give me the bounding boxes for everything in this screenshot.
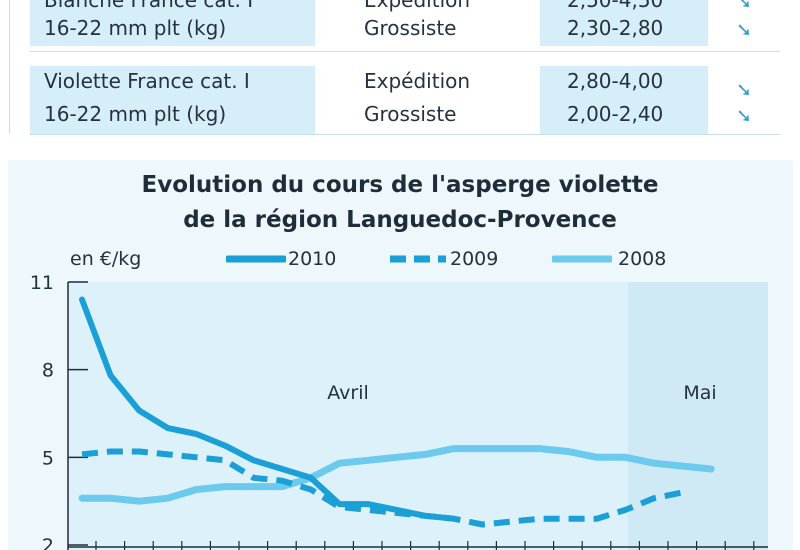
price-range: 2,30-2,80 xyxy=(567,16,664,40)
legend-swatch-2009 xyxy=(390,255,446,263)
price-range: 2,80-4,00 xyxy=(567,69,664,93)
trend-down-icon: ➘ xyxy=(736,0,752,13)
table-row: Blanche France cat. I 16-22 mm plt (kg) … xyxy=(30,0,780,46)
y-tick-label: 11 xyxy=(30,272,54,294)
legend-label-2010: 2010 xyxy=(288,248,337,270)
series-line-2010 xyxy=(79,296,457,522)
price-table: Blanche France cat. I 16-22 mm plt (kg) … xyxy=(0,0,800,140)
chart-title: Evolution du cours de l'asperge violette xyxy=(141,172,659,198)
product-name: Blanche France cat. I xyxy=(44,0,254,12)
chart-subtitle: de la région Languedoc-Provence xyxy=(183,207,617,233)
legend-swatch-2010 xyxy=(226,255,286,263)
price-cell xyxy=(540,0,708,46)
may-region xyxy=(628,282,768,550)
stage-label: Expédition xyxy=(364,0,471,12)
product-cell xyxy=(30,66,315,134)
stage-label: Expédition xyxy=(364,69,471,93)
series-line-2008 xyxy=(78,445,715,505)
price-range: 2,00-2,40 xyxy=(567,102,664,126)
trend-down-icon: ➘ xyxy=(736,79,752,101)
y-tick-label: 2 xyxy=(42,535,54,550)
y-tick-label: 8 xyxy=(42,360,54,382)
period-label-april: Avril xyxy=(327,382,369,404)
stage-label: Grossiste xyxy=(364,102,457,126)
legend-swatch-2008 xyxy=(552,255,612,263)
product-cell xyxy=(30,0,315,46)
product-size: 16-22 mm plt (kg) xyxy=(44,16,227,40)
table-row: Violette France cat. I 16-22 mm plt (kg)… xyxy=(30,66,780,134)
y-axis-unit-label: en €/kg xyxy=(70,248,142,270)
y-tick-label: 5 xyxy=(42,447,54,469)
stage-label: Grossiste xyxy=(364,16,457,40)
period-label-may: Mai xyxy=(683,382,716,404)
price-range: 2,50-4,50 xyxy=(567,0,664,12)
legend-label-2009: 2009 xyxy=(450,248,499,270)
row-divider xyxy=(30,134,780,135)
price-cell xyxy=(540,66,708,134)
row-divider xyxy=(30,51,780,52)
legend-label-2008: 2008 xyxy=(618,248,667,270)
table-border xyxy=(9,0,10,134)
series-line-2009 xyxy=(81,448,684,528)
trend-down-icon: ➘ xyxy=(736,105,752,127)
trend-down-icon: ➘ xyxy=(736,19,752,41)
product-name: Violette France cat. I xyxy=(44,69,250,93)
product-size: 16-22 mm plt (kg) xyxy=(44,102,227,126)
